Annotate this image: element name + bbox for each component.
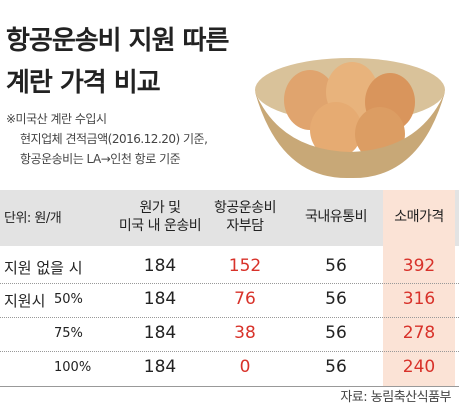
cell-value: 76 [234,289,256,309]
cell-value: 184 [143,289,177,309]
cell-value: 184 [143,323,177,343]
row-sublabel: 100% [54,360,92,375]
row-divider [0,317,459,318]
cell-value: 278 [402,323,436,343]
column-header: 항공운송비 [214,200,276,216]
cell-value: 316 [402,289,436,309]
column-header: 국내유통비 [305,209,367,225]
cell-value: 38 [234,323,256,343]
cell-value: 56 [325,256,347,276]
note: 항공운송비는 LA→인천 항로 기준 [20,152,181,166]
header-band [0,190,459,246]
egg-bowl-illustration [255,58,445,179]
column-header: 자부담 [226,218,264,234]
cell-value: 56 [325,323,347,343]
retail-column-band [383,190,455,386]
title-line: 항공운송비 지원 따른 [6,26,229,56]
cell-value: 392 [402,256,436,276]
table-bottom-line [0,386,459,387]
title-line: 계란 가격 비교 [6,68,161,98]
column-header: 미국 내 운송비 [118,218,202,234]
cell-value: 152 [228,256,262,276]
cell-value: 56 [325,289,347,309]
row-divider [0,351,459,352]
note: 현지업체 견적금액(2016.12.20) 기준, [20,132,208,146]
row-divider [0,283,459,284]
row-label: 지원 없을 시 [4,259,83,277]
row-label: 지원시 [4,292,46,310]
row-sublabel: 50% [54,292,83,307]
cell-value: 0 [239,357,251,377]
cell-value: 240 [402,357,436,377]
row-sublabel: 75% [54,326,83,341]
column-header: 소매가격 [394,209,444,225]
cell-value: 56 [325,357,347,377]
unit-label: 단위: 원/개 [4,211,62,226]
note: ※미국산 계란 수입시 [6,112,107,126]
column-header: 원가 및 [139,200,181,216]
cell-value: 184 [143,357,177,377]
source: 자료: 농림축산식품부 [340,390,451,405]
cell-value: 184 [143,256,177,276]
